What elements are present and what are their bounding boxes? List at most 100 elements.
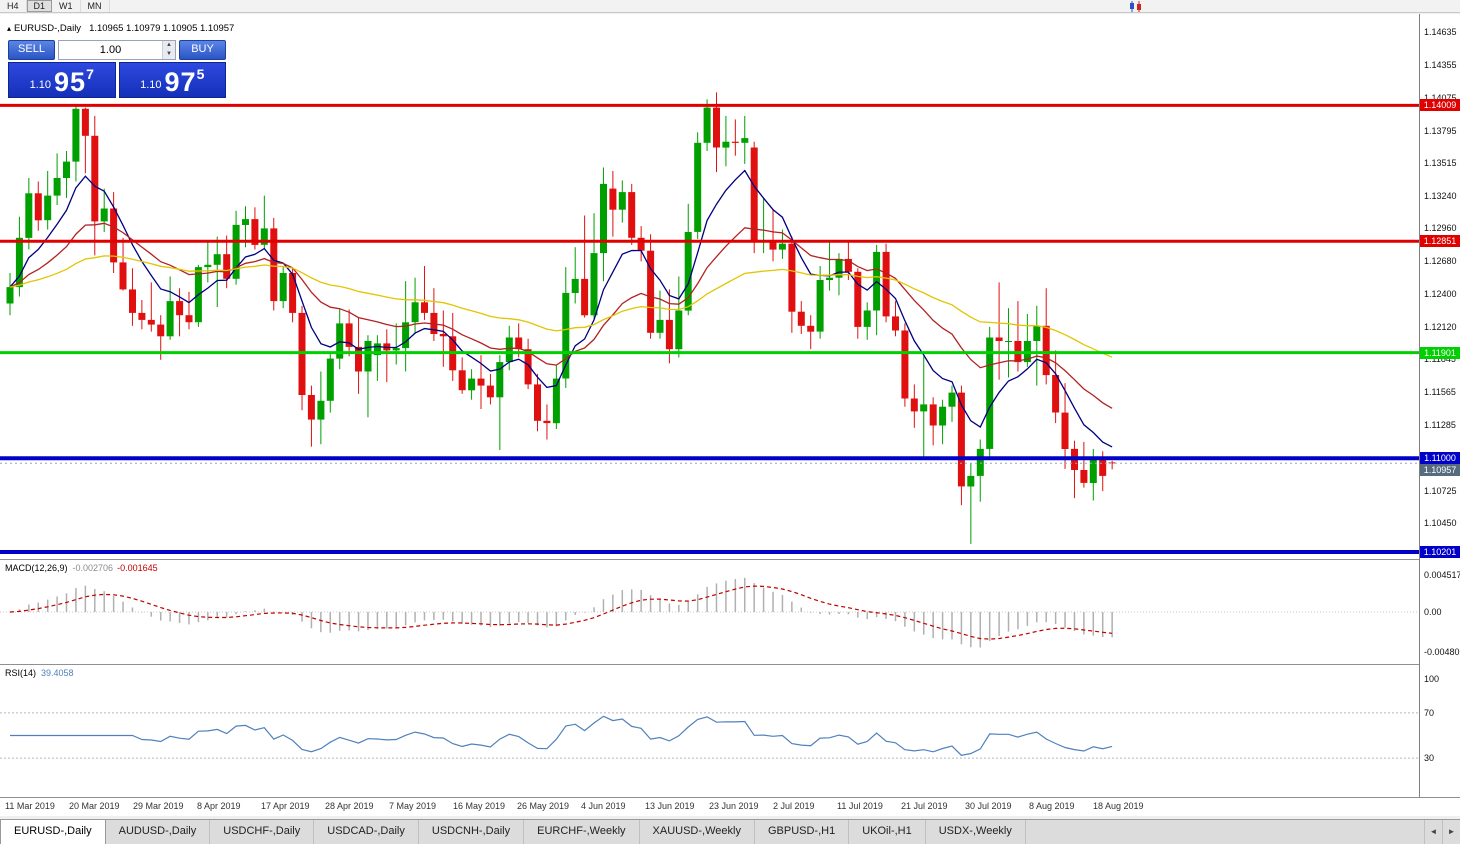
macd-label: MACD(12,26,9) -0.002706 -0.001645 — [5, 563, 158, 573]
chart-tab-usdchfdaily[interactable]: USDCHF-,Daily — [210, 820, 315, 844]
chart-tab-list: EURUSD-,Daily AUDUSD-,Daily USDCHF-,Daily U… — [0, 820, 1026, 844]
candle-body — [581, 278, 589, 316]
tab-scroll-controls: ◄ ► — [1424, 820, 1460, 844]
price-axis-label: 1.12680 — [1424, 256, 1457, 267]
price-axis-label: 1.11285 — [1424, 419, 1456, 430]
candle-body — [1089, 459, 1097, 483]
sell-price-big: 95 — [54, 67, 87, 97]
candle-body — [486, 385, 494, 398]
rsi-axis-label: 30 — [1424, 753, 1435, 764]
volume-value[interactable]: 1.00 — [99, 44, 122, 56]
buy-price-display[interactable]: 1.10 97 5 — [118, 62, 226, 98]
volume-field[interactable]: 1.00 ▲ ▼ — [58, 40, 176, 60]
candle-body — [110, 208, 118, 263]
price-tag-1.11000: 1.11000 — [1420, 452, 1460, 465]
candle-body — [147, 319, 155, 325]
chart-tab-ukoilh1[interactable]: UKOil-,H1 — [849, 820, 926, 844]
time-axis-label: 16 May 2019 — [453, 801, 506, 811]
candle-body — [251, 219, 259, 245]
chart-tab-usdcnhdaily[interactable]: USDCNH-,Daily — [419, 820, 525, 844]
candle-body — [986, 337, 994, 449]
trade-panel-collapse-icon[interactable]: ▴ — [7, 24, 12, 33]
time-axis[interactable]: 11 Mar 2019 20 Mar 2019 29 Mar 2019 8 Apr 2… — [0, 798, 1460, 816]
price-axis-label: 1.10450 — [1424, 517, 1457, 528]
candle-body — [816, 280, 824, 332]
price-axis[interactable]: 1.14635 1.14355 1.14075 1.13795 1.13515 1.132… — [1419, 14, 1460, 798]
volume-down-icon[interactable]: ▼ — [163, 50, 175, 59]
candle-body — [44, 195, 52, 221]
period-button-w1[interactable]: W1 — [52, 0, 81, 12]
chart-tab-gbpusdh1[interactable]: GBPUSD-,H1 — [755, 820, 850, 844]
candle-body — [957, 392, 965, 487]
chart-tab-xauusdweekly[interactable]: XAUUSD-,Weekly — [640, 820, 755, 844]
chart-icon[interactable] — [1128, 1, 1146, 12]
candle-body — [637, 237, 645, 251]
candle-body — [232, 224, 240, 279]
candle-body — [571, 278, 579, 293]
candle-body — [289, 273, 297, 313]
candle-body — [1052, 375, 1060, 413]
price-axis-label: 1.10725 — [1424, 485, 1457, 496]
sell-button[interactable]: SELL — [8, 40, 55, 60]
tab-scroll-right-icon[interactable]: ► — [1442, 820, 1460, 844]
candle-body — [967, 475, 975, 487]
time-axis-label: 11 Jul 2019 — [837, 801, 883, 811]
candle-body — [223, 254, 231, 279]
rsi-canvas[interactable] — [0, 665, 1419, 797]
price-chart-canvas[interactable] — [0, 14, 1419, 559]
tab-scroll-left-icon[interactable]: ◄ — [1424, 820, 1442, 844]
volume-spinner[interactable]: ▲ ▼ — [162, 41, 175, 59]
candle-body — [439, 334, 447, 337]
candle-body — [910, 398, 918, 412]
chart-tab-usdcaddaily[interactable]: USDCAD-,Daily — [314, 820, 419, 844]
ma-line-21[interactable] — [9, 222, 1113, 409]
candle-body — [468, 378, 476, 391]
candle-body — [750, 147, 758, 242]
candle-body — [166, 301, 174, 337]
sell-price-sup: 7 — [86, 66, 94, 82]
time-axis-label: 29 Mar 2019 — [133, 801, 184, 811]
ma-line-55[interactable] — [9, 255, 1113, 358]
chart-tab-eurusddaily[interactable]: EURUSD-,Daily — [0, 820, 106, 844]
candle-body — [778, 243, 786, 250]
price-tag-1.12851: 1.12851 — [1420, 235, 1460, 248]
price-axis-label: 1.13515 — [1424, 158, 1457, 169]
candle-body — [854, 271, 862, 327]
trade-panel-controls: SELL 1.00 ▲ ▼ BUY — [8, 40, 226, 60]
macd-axis-label: 0.004517 — [1424, 569, 1460, 580]
buy-button[interactable]: BUY — [179, 40, 226, 60]
candle-body — [1005, 341, 1012, 342]
candle-body — [91, 135, 99, 222]
price-axis-label: 1.14635 — [1424, 27, 1457, 37]
macd-axis-label: -0.004806 — [1424, 646, 1460, 657]
time-axis-label: 8 Apr 2019 — [197, 801, 241, 811]
chart-tab-usdxweekly[interactable]: USDX-,Weekly — [926, 820, 1026, 844]
candle-body — [364, 341, 372, 372]
candle-body — [34, 193, 42, 221]
candle-body — [618, 192, 626, 210]
price-axis-label: 1.13240 — [1424, 190, 1457, 201]
candle-body — [458, 370, 466, 391]
candles — [6, 92, 1116, 544]
candle-body — [260, 228, 268, 245]
candle-body — [552, 378, 560, 424]
candle-body — [100, 208, 108, 222]
candle-body — [1061, 412, 1069, 449]
separator[interactable] — [0, 559, 1460, 560]
ma-line-8[interactable] — [9, 169, 1113, 448]
candle-body — [976, 448, 984, 476]
sell-price-display[interactable]: 1.10 95 7 — [8, 62, 116, 98]
candle-body — [863, 310, 871, 327]
chart-tab-audusddaily[interactable]: AUDUSD-,Daily — [106, 820, 211, 844]
candle-body — [72, 108, 80, 162]
buy-price-prefix: 1.10 — [140, 79, 162, 91]
candle-body — [1033, 325, 1041, 341]
chart-tab-eurchfweekly[interactable]: EURCHF-,Weekly — [524, 820, 640, 844]
volume-up-icon[interactable]: ▲ — [163, 41, 175, 50]
period-button-d1[interactable]: D1 — [26, 0, 53, 12]
macd-canvas[interactable] — [0, 560, 1419, 664]
period-button-mn[interactable]: MN — [81, 0, 110, 12]
time-axis-label: 23 Jun 2019 — [709, 801, 759, 811]
period-button-h4[interactable]: H4 — [0, 0, 27, 12]
separator[interactable] — [0, 664, 1460, 665]
